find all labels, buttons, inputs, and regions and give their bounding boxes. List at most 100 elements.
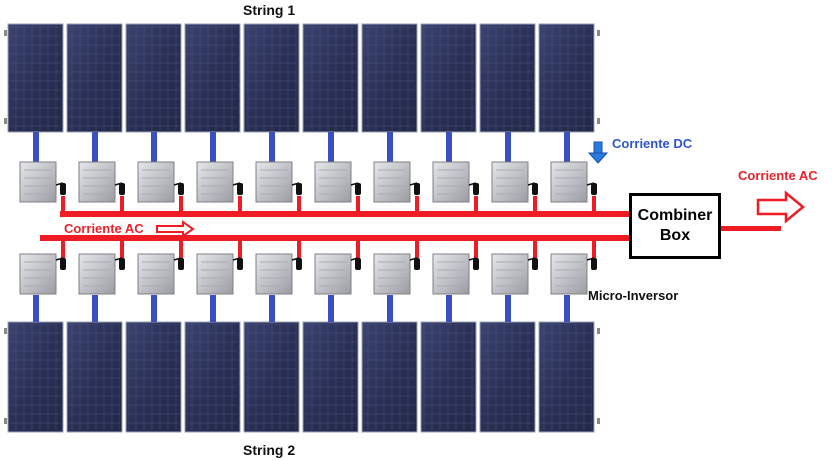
string-1-panel (243, 23, 300, 133)
micro-inverter (432, 161, 479, 203)
dc-link-top (210, 132, 216, 162)
inverter-connector (591, 258, 597, 270)
inverter-connector (355, 258, 361, 270)
string-2-panel (125, 321, 182, 433)
dc-link-top (328, 132, 334, 162)
flow-arrows (156, 141, 805, 238)
micro-inverter (255, 161, 302, 203)
inverter-connector (473, 258, 479, 270)
micro-inverter (550, 161, 597, 203)
inverter-connector (414, 258, 420, 270)
ac-drop-top (356, 196, 360, 213)
dc-link-top (446, 132, 452, 162)
micro-inverter (432, 253, 479, 295)
ac-drop-top (238, 196, 242, 213)
dc-links (33, 132, 570, 322)
dc-current-arrow-icon (587, 141, 609, 164)
ac-drop-bottom (592, 239, 596, 258)
ac-drop-top (297, 196, 301, 213)
dc-link-bottom (269, 295, 275, 322)
inverter-connector (178, 183, 184, 195)
inverter-connector (60, 183, 66, 195)
ac-drop-bottom (533, 239, 537, 258)
inverter-connector (60, 258, 66, 270)
ac-drop-bottom (61, 239, 65, 258)
string-1-panel (479, 23, 536, 133)
string-2-panel (420, 321, 477, 433)
ac-drop-top (533, 196, 537, 213)
string-2-panel (302, 321, 359, 433)
micro-inverter (314, 161, 361, 203)
ac-current-arrow-icon (156, 220, 195, 238)
micro-inverter (550, 253, 597, 295)
dc-link-top (505, 132, 511, 162)
micro-inverter-label: Micro-Inversor (588, 288, 679, 303)
inverter-connector (532, 258, 538, 270)
string-1-panel (361, 23, 418, 133)
micro-inverter (196, 253, 243, 295)
dc-link-bottom (446, 295, 452, 322)
string-2-panel (184, 321, 241, 433)
string-1-panel (302, 23, 359, 133)
string-2-panel (479, 321, 536, 433)
inverter-connector (355, 183, 361, 195)
inverter-connector (414, 183, 420, 195)
string-1-panel (538, 23, 595, 133)
ac-current-label-right: Corriente AC (738, 168, 818, 183)
ac-output-line (721, 226, 781, 231)
ac-current-label-left: Corriente AC (64, 221, 144, 236)
ac-drop-bottom (297, 239, 301, 258)
micro-inverter (137, 253, 184, 295)
dc-link-bottom (92, 295, 98, 322)
inverter-connector (296, 258, 302, 270)
micro-inverter (78, 161, 125, 203)
inverter-connector (296, 183, 302, 195)
inverter-connector (591, 183, 597, 195)
string-1-panel (7, 23, 64, 133)
micro-inverter (19, 253, 66, 295)
string-2-panel (243, 321, 300, 433)
dc-link-top (33, 132, 39, 162)
ac-drop-top (179, 196, 183, 213)
inverter-connector (473, 183, 479, 195)
micro-inverters (19, 161, 597, 295)
micro-inverter (137, 161, 184, 203)
dc-link-bottom (387, 295, 393, 322)
string-2-panel (361, 321, 418, 433)
ac-drop-bottom (179, 239, 183, 258)
micro-inverter (314, 253, 361, 295)
dc-link-top (269, 132, 275, 162)
ac-drop-top (120, 196, 124, 213)
panel-string-2 (4, 321, 600, 433)
string-1-panel (125, 23, 182, 133)
ac-drop-top (592, 196, 596, 213)
dc-link-top (387, 132, 393, 162)
dc-link-top (151, 132, 157, 162)
inverter-connector (119, 258, 125, 270)
micro-inverter (491, 161, 538, 203)
inverter-connector (119, 183, 125, 195)
dc-link-bottom (328, 295, 334, 322)
string-2-panel (7, 321, 64, 433)
combiner-label-line2: Box (659, 227, 691, 244)
dc-current-label: Corriente DC (612, 136, 693, 151)
micro-inverter (19, 161, 66, 203)
string-2-panel (538, 321, 595, 433)
ac-drop-top (474, 196, 478, 213)
micro-inverter (196, 161, 243, 203)
panel-string-1 (4, 23, 600, 133)
inverter-connector (237, 183, 243, 195)
ac-output-arrow-icon (756, 190, 805, 224)
string-2-panel (66, 321, 123, 433)
ac-bus-bottom (40, 235, 629, 241)
ac-drop-bottom (415, 239, 419, 258)
micro-inverter (373, 161, 420, 203)
dc-link-bottom (564, 295, 570, 322)
ac-drop-bottom (474, 239, 478, 258)
ac-drop-top (61, 196, 65, 213)
string-1-label: String 1 (243, 2, 296, 18)
string-2-label: String 2 (243, 442, 296, 458)
micro-inverter (491, 253, 538, 295)
combiner-box: Combiner Box (629, 193, 721, 259)
